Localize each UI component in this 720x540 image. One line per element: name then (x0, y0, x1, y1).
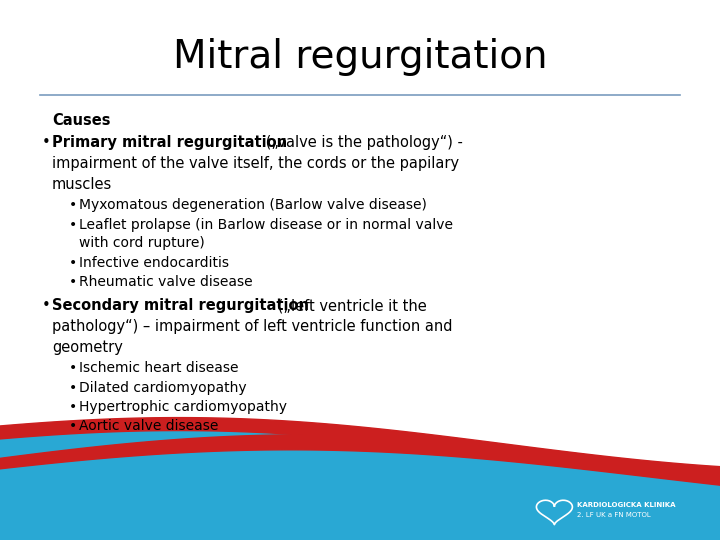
Text: Leaflet prolapse (in Barlow disease or in normal valve: Leaflet prolapse (in Barlow disease or i… (79, 218, 453, 232)
Text: Rheumatic valve disease: Rheumatic valve disease (79, 275, 253, 289)
Text: („left ventricle it the: („left ventricle it the (273, 298, 427, 313)
Polygon shape (0, 429, 720, 540)
Text: KARDIOLOGICKA KLINIKA: KARDIOLOGICKA KLINIKA (577, 502, 676, 508)
Text: Ischemic heart disease: Ischemic heart disease (79, 361, 239, 375)
Text: Dilated cardiomyopathy: Dilated cardiomyopathy (79, 381, 247, 395)
Text: •: • (68, 400, 76, 414)
Text: •: • (42, 136, 50, 151)
Text: Infective endocarditis: Infective endocarditis (79, 255, 229, 269)
Text: •: • (68, 381, 76, 395)
Text: Aortic valve disease: Aortic valve disease (79, 420, 219, 434)
Text: with cord rupture): with cord rupture) (79, 236, 205, 250)
Text: •: • (68, 218, 76, 232)
Text: Primary mitral regurgitation: Primary mitral regurgitation (52, 136, 287, 151)
Text: •: • (68, 275, 76, 289)
Polygon shape (0, 448, 720, 540)
Polygon shape (0, 435, 720, 485)
Text: Myxomatous degeneration (Barlow valve disease): Myxomatous degeneration (Barlow valve di… (79, 198, 427, 212)
Text: •: • (68, 361, 76, 375)
Text: Secondary mitral regurgitation: Secondary mitral regurgitation (52, 298, 309, 313)
Text: •: • (68, 420, 76, 434)
Text: muscles: muscles (52, 177, 112, 192)
Text: 2. LF UK a FN MOTOL: 2. LF UK a FN MOTOL (577, 511, 651, 518)
Text: •: • (42, 298, 50, 313)
Text: („valve is the pathology“) -: („valve is the pathology“) - (261, 136, 463, 151)
Text: •: • (68, 255, 76, 269)
Text: impairment of the valve itself, the cords or the papilary: impairment of the valve itself, the cord… (52, 157, 459, 171)
Text: •: • (68, 198, 76, 212)
Text: Mitral regurgitation: Mitral regurgitation (173, 38, 547, 76)
Text: geometry: geometry (52, 340, 122, 355)
Text: Causes: Causes (52, 113, 110, 129)
Text: pathology“) – impairment of left ventricle function and: pathology“) – impairment of left ventric… (52, 319, 452, 334)
Polygon shape (0, 417, 720, 480)
Text: Hypertrophic cardiomyopathy: Hypertrophic cardiomyopathy (79, 400, 287, 414)
